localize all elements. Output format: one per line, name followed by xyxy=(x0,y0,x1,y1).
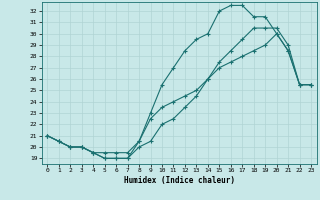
X-axis label: Humidex (Indice chaleur): Humidex (Indice chaleur) xyxy=(124,176,235,185)
